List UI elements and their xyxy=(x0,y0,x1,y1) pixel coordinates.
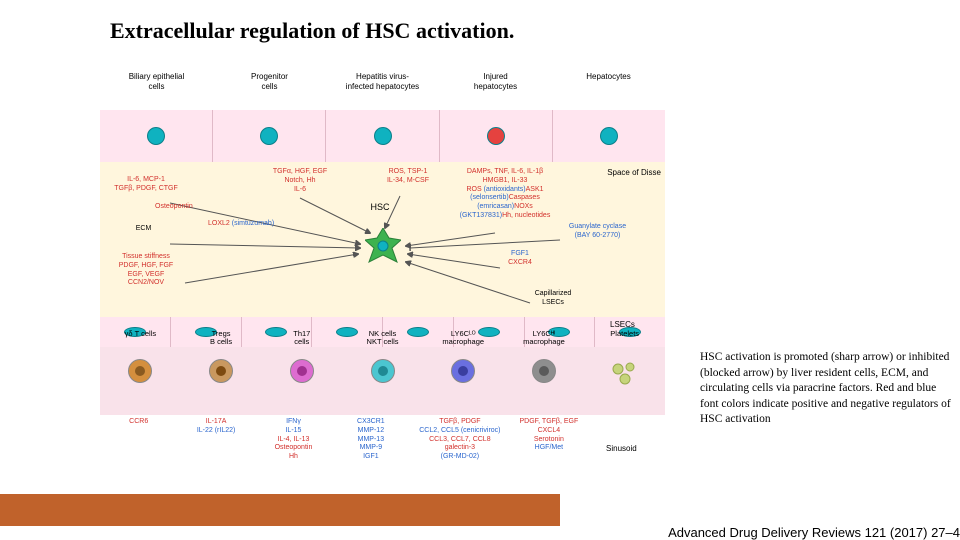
blood-cell xyxy=(100,353,181,409)
secretion-col xyxy=(588,418,665,462)
blood-cell xyxy=(504,353,585,409)
txt-osteo: Osteopontin xyxy=(155,203,193,212)
blood-label: Platelets xyxy=(584,330,665,347)
citation-text: Advanced Drug Delivery Reviews 121 (2017… xyxy=(668,525,960,540)
secretion-col: CCR6 xyxy=(100,418,177,462)
page-title: Extracellular regulation of HSC activati… xyxy=(110,18,514,44)
blood-label: TregsB cells xyxy=(181,330,262,347)
secretion-col: PDGF, TGFβ, EGFCXCL4SerotoninHGF/Met xyxy=(510,418,587,462)
secretion-col: IFNγIL-15IL-4, IL-13OsteopontinHh xyxy=(255,418,332,462)
blood-cell xyxy=(584,353,665,409)
txt-mid3: DAMPs, TNF, IL-6, IL-1βHMGB1, IL-33ROS (… xyxy=(455,168,555,221)
txt-mid2: ROS, TSP-1IL-34, M-CSF xyxy=(363,168,453,186)
blood-label: γδ T cells xyxy=(100,330,181,347)
blood-cell xyxy=(261,353,342,409)
cap-lsec-label: CapillarizedLSECs xyxy=(518,290,588,308)
arrows xyxy=(100,68,665,328)
txt-right2: Guanylate cyclase(BAY 60-2770) xyxy=(540,223,655,241)
secretion-labels: CCR6IL-17AIL-22 (rIL22)IFNγIL-15IL-4, IL… xyxy=(100,418,665,462)
footer-bar xyxy=(0,494,560,526)
blood-label: Th17cells xyxy=(261,330,342,347)
blood-cells-row xyxy=(100,353,665,409)
txt-loxl: LOXL2 (simtuzumab) xyxy=(208,220,274,229)
secretion-col: TGFβ, PDGFCCL2, CCL5 (cenicriviroc)CCL3,… xyxy=(410,418,511,462)
txt-mid1: TGFα, HGF, EGFNotch, HhIL-6 xyxy=(250,168,350,194)
blood-label: LY6Cᴴᴵmacrophage xyxy=(504,330,585,347)
sinusoid-label: Sinusoid xyxy=(606,444,637,454)
blood-cell xyxy=(181,353,262,409)
txt-right1: FGF1CXCR4 xyxy=(470,250,570,268)
diagram-root: Biliary epithelialcellsProgenitorcellsHe… xyxy=(100,68,665,468)
txt-ecm: ECM xyxy=(106,225,181,234)
blood-label: NK cellsNKT cells xyxy=(342,330,423,347)
figure-caption: HSC activation is promoted (sharp arrow)… xyxy=(700,350,955,428)
txt-left1: IL-6, MCP-1TGFβ, PDGF, CTGF xyxy=(106,176,186,194)
secretion-col: IL-17AIL-22 (rIL22) xyxy=(177,418,254,462)
blood-cell xyxy=(423,353,504,409)
secretion-col: CX3CR1MMP-12MMP-13MMP-9IGF1 xyxy=(332,418,409,462)
blood-cell xyxy=(342,353,423,409)
blood-label: LY6Cᴸᴼmacrophage xyxy=(423,330,504,347)
txt-left3: Tissue stiffnessPDGF, HGF, FGFEGF, VEGFC… xyxy=(106,253,186,288)
blood-cell-labels: γδ T cellsTregsB cellsTh17cellsNK cellsN… xyxy=(100,330,665,347)
